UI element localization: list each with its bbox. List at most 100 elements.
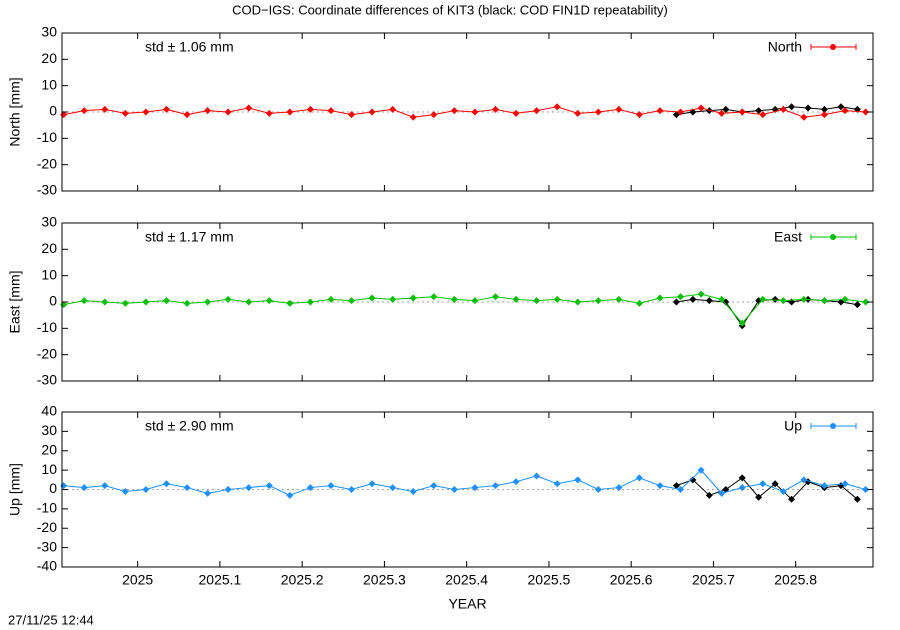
point [820, 482, 828, 490]
point [101, 482, 109, 490]
point [615, 105, 623, 113]
point [862, 108, 870, 116]
point [697, 466, 705, 474]
point [101, 298, 109, 306]
point [162, 480, 170, 488]
annotation: std ± 1.06 mm [145, 39, 234, 55]
point [697, 290, 705, 298]
y-tick-label: -30 [37, 538, 57, 554]
y-tick-label: 0 [49, 480, 57, 496]
point [142, 108, 150, 116]
point [327, 482, 335, 490]
point [800, 113, 808, 121]
point [80, 484, 88, 492]
point [368, 294, 376, 302]
point [574, 109, 582, 117]
point [820, 111, 828, 119]
point [533, 107, 541, 115]
point [286, 299, 294, 307]
point [327, 107, 335, 115]
point [862, 486, 870, 493]
annotation: std ± 2.90 mm [145, 418, 234, 434]
point [553, 295, 561, 303]
y-tick-label: -20 [37, 519, 57, 535]
point [286, 108, 294, 116]
y-tick-label: 10 [41, 461, 57, 477]
point [389, 295, 397, 303]
x-tick-label: 2025.3 [363, 572, 406, 588]
point [512, 295, 520, 303]
point [348, 297, 356, 305]
point [245, 104, 253, 112]
series-line [63, 106, 866, 118]
y-tick-label: 30 [41, 214, 57, 230]
point [121, 299, 129, 307]
point [738, 319, 746, 327]
point [738, 474, 746, 482]
point [512, 478, 520, 486]
legend-label: East [774, 229, 802, 245]
point [306, 484, 314, 492]
point [759, 480, 767, 488]
point [491, 482, 499, 490]
point [450, 295, 458, 303]
point [689, 295, 697, 303]
point [705, 107, 713, 115]
point [245, 484, 253, 492]
point [183, 484, 191, 492]
y-tick-label: 30 [41, 24, 57, 40]
point [689, 476, 697, 484]
point [491, 293, 499, 301]
point [672, 298, 680, 306]
point [841, 480, 849, 488]
y-tick-label: 10 [41, 76, 57, 92]
point [491, 105, 499, 113]
point [800, 295, 808, 303]
point [306, 298, 314, 306]
point [853, 301, 861, 309]
point [101, 105, 109, 113]
y-tick-label: 10 [41, 266, 57, 282]
y-tick-label: -10 [37, 129, 57, 145]
point [594, 108, 602, 116]
x-tick-label: 2025.7 [692, 572, 735, 588]
point [142, 486, 150, 493]
point [389, 105, 397, 113]
point [348, 486, 356, 493]
y-tick-label: 40 [41, 403, 57, 419]
annotation: std ± 1.17 mm [145, 229, 234, 245]
point [162, 105, 170, 113]
point [348, 111, 356, 119]
point [574, 298, 582, 306]
y-tick-label: 20 [41, 240, 57, 256]
point [656, 294, 664, 302]
point [162, 297, 170, 305]
point [759, 295, 767, 303]
point [841, 295, 849, 303]
point [615, 484, 623, 492]
point [224, 295, 232, 303]
y-tick-label: -20 [37, 155, 57, 171]
x-tick-label: 2025.6 [610, 572, 653, 588]
point [286, 491, 294, 499]
point [389, 484, 397, 492]
point [771, 480, 779, 488]
point [672, 482, 680, 490]
y-tick-label: 20 [41, 50, 57, 66]
point [779, 297, 787, 305]
series-line [63, 469, 866, 496]
point [409, 294, 417, 302]
point [533, 472, 541, 480]
point [450, 486, 458, 493]
point [718, 109, 726, 117]
point [430, 111, 438, 119]
point [409, 487, 417, 495]
point [265, 482, 273, 490]
point [779, 487, 787, 495]
y-tick-label: 0 [49, 293, 57, 309]
x-tick-label: 2025.1 [199, 572, 242, 588]
legend-marker [830, 423, 836, 429]
chart-title: COD−IGS: Coordinate differences of KIT3 … [232, 2, 668, 17]
point [368, 480, 376, 488]
point [430, 482, 438, 490]
